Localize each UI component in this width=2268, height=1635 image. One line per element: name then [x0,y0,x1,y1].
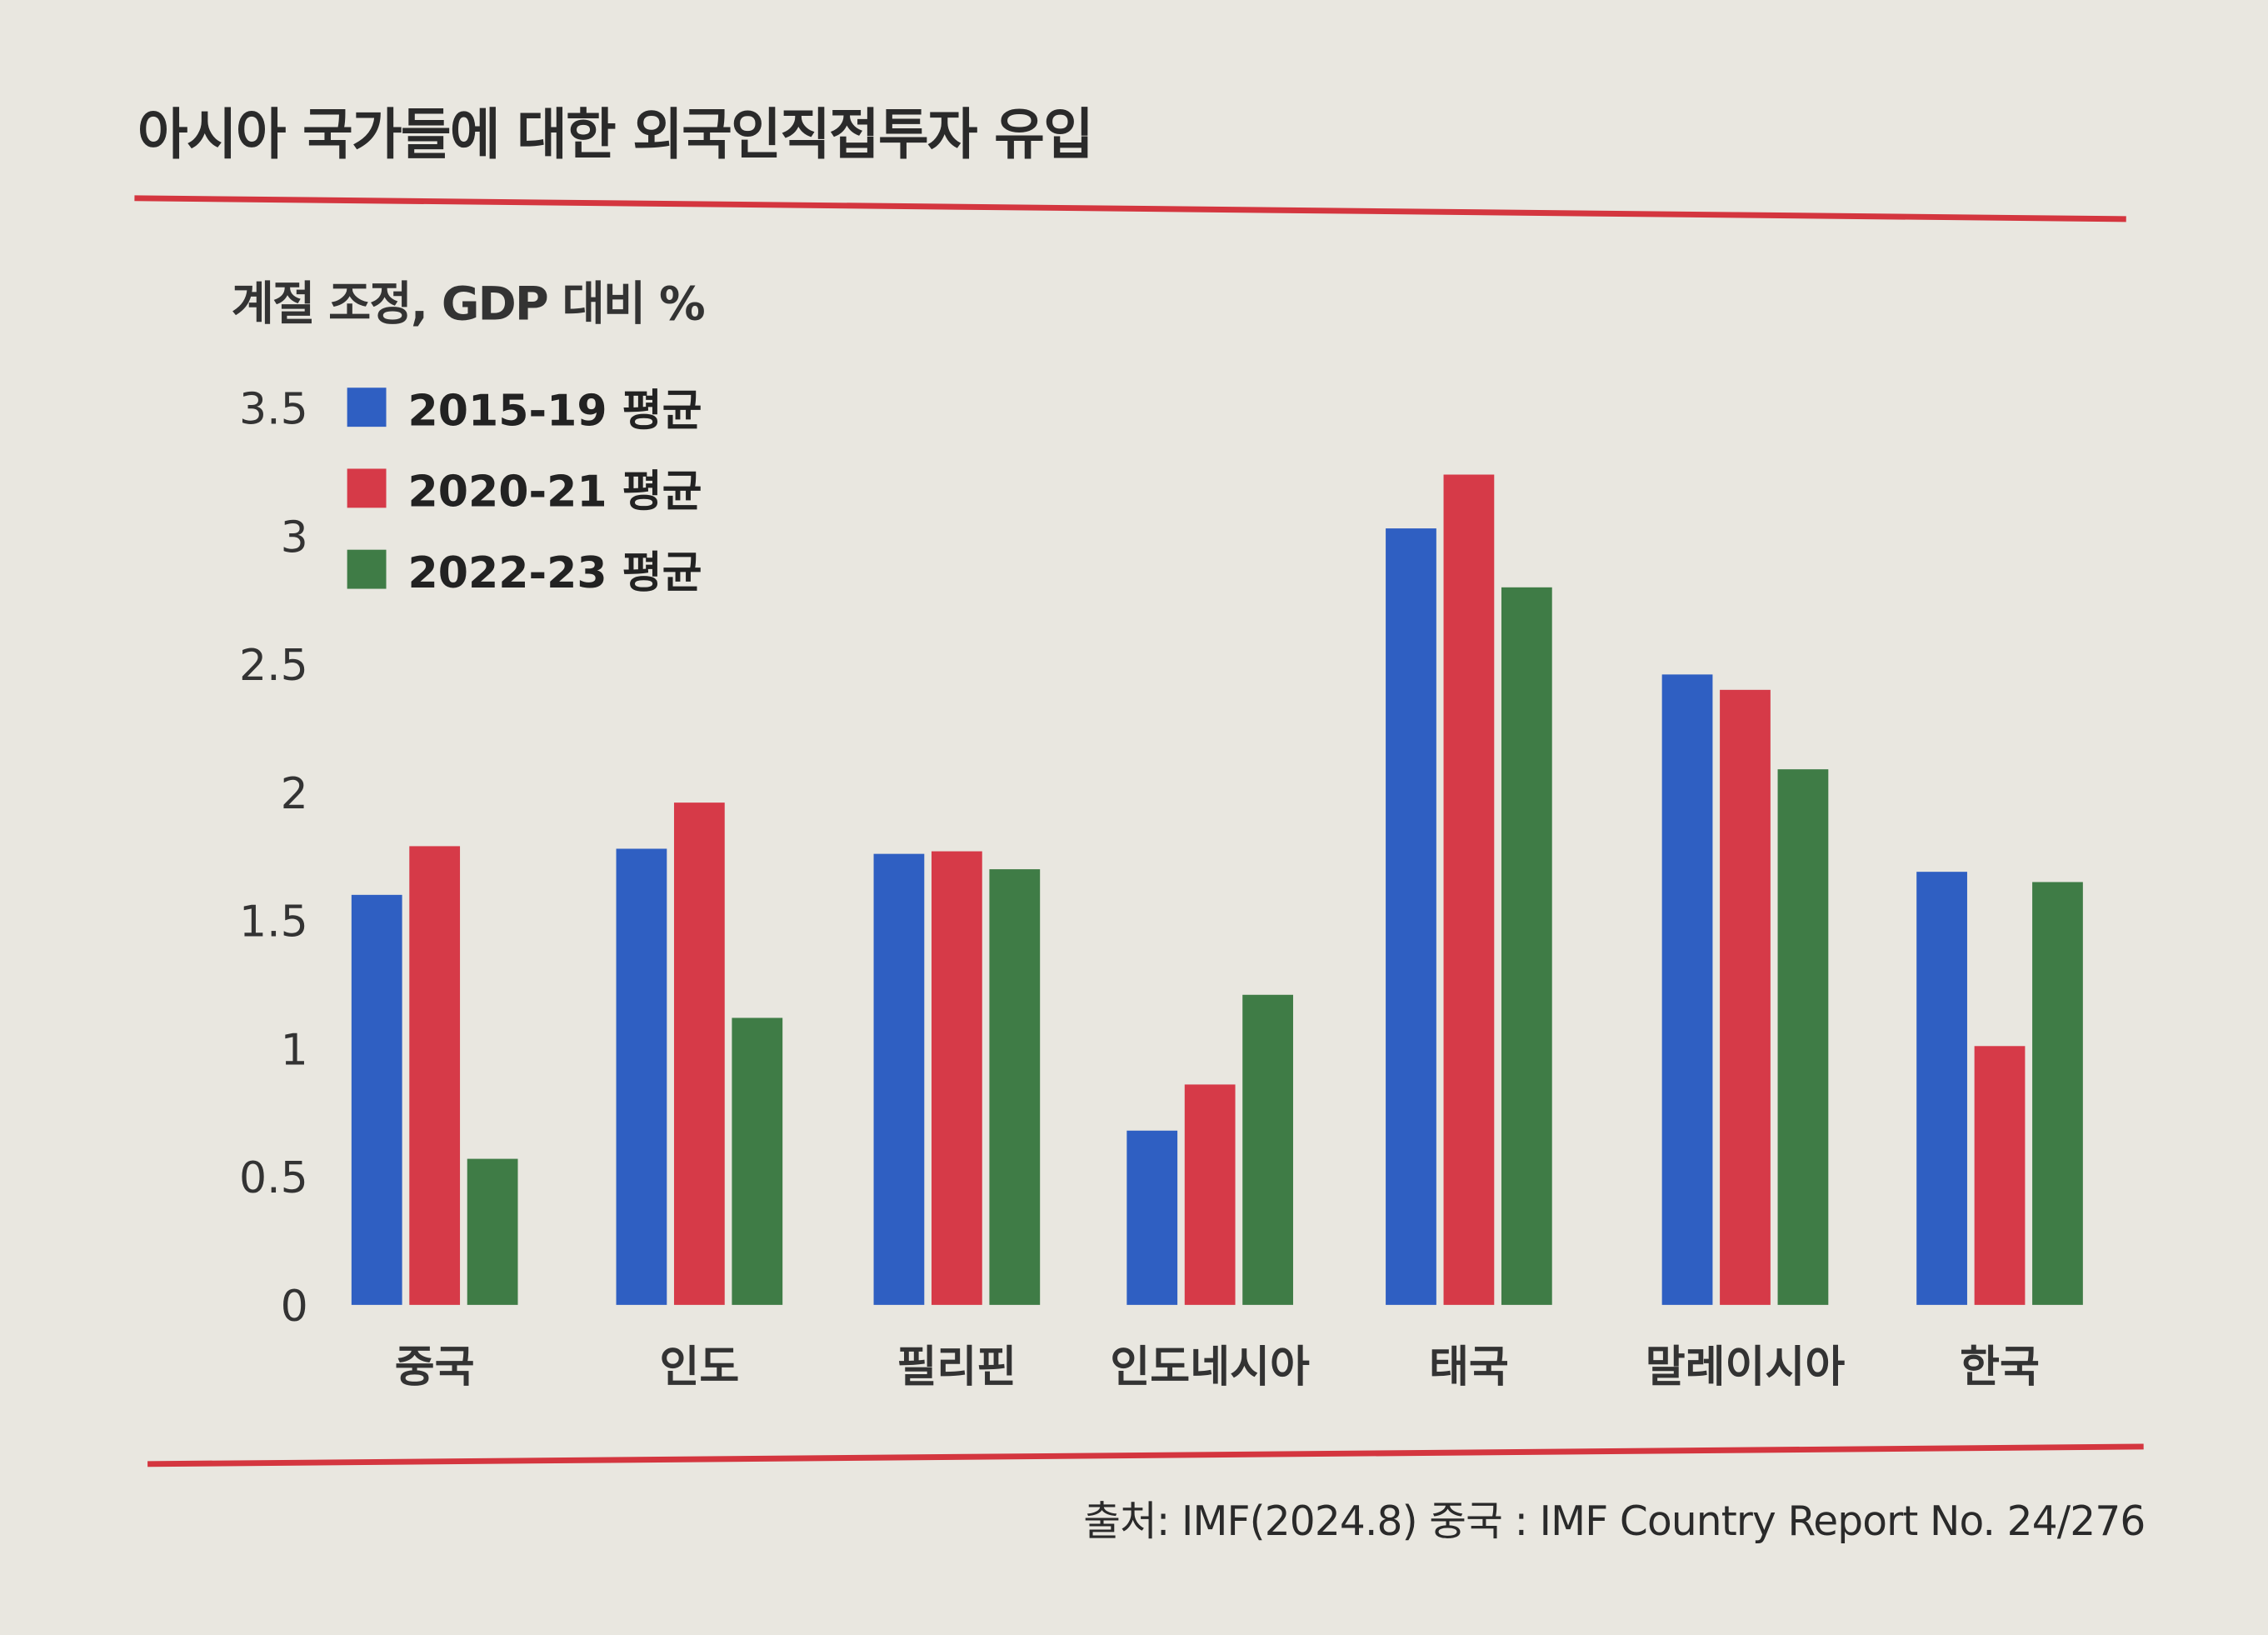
y-tick-label: 3.5 [239,385,308,435]
bar-2 [1974,1046,2026,1305]
bar-1 [873,853,925,1305]
bar-2 [1720,689,1771,1305]
legend-label: 2015-19 평균 [408,386,702,436]
bar-2 [409,846,461,1305]
bar-3 [732,1018,783,1305]
bar-2 [1184,1084,1236,1305]
bar-2 [673,802,725,1305]
y-axis-label: 계절 조정, GDP 대비 % [231,276,706,332]
bar-2 [931,851,982,1305]
x-tick-label: 인도 [659,1342,739,1392]
legend-swatch [347,388,387,428]
x-tick-label: 인도네시아 [1110,1342,1310,1392]
bar-1 [351,894,402,1305]
bar-3 [989,869,1041,1305]
y-tick-label: 0 [281,1282,308,1332]
bar-1 [1916,872,1967,1305]
x-tick-label: 한국 [1960,1342,2040,1392]
bar-3 [467,1158,518,1305]
legend-swatch [347,549,387,589]
y-tick-label: 1.5 [239,898,308,948]
y-tick-label: 2.5 [239,641,308,691]
legend-label: 2022-23 평균 [408,548,702,598]
bar-3 [1777,769,1829,1305]
x-tick-label: 필리핀 [897,1342,1017,1392]
legend-label: 2020-21 평균 [408,468,702,518]
x-tick-label: 중국 [395,1342,475,1392]
legend-swatch [347,468,387,508]
bar-1 [1386,528,1436,1305]
y-tick-label: 0.5 [239,1153,308,1203]
y-tick-label: 2 [281,769,308,819]
bar-2 [1443,474,1495,1305]
bar-1 [1661,674,1713,1305]
x-tick-label: 태국 [1429,1342,1509,1392]
source-note: 출처: IMF(2024.8) 중국 : IMF Country Report … [1083,1497,2146,1546]
x-tick-label: 말레이시아 [1646,1342,1846,1392]
bar-3 [2032,882,2083,1305]
bar-1 [616,848,667,1305]
y-tick-label: 3 [281,512,308,562]
y-tick-label: 1 [281,1025,308,1075]
chart-title: 아시아 국가들에 대한 외국인직접투자 유입 [137,102,1094,167]
bar-1 [1127,1130,1178,1305]
bar-3 [1242,994,1293,1305]
bar-3 [1501,587,1552,1305]
